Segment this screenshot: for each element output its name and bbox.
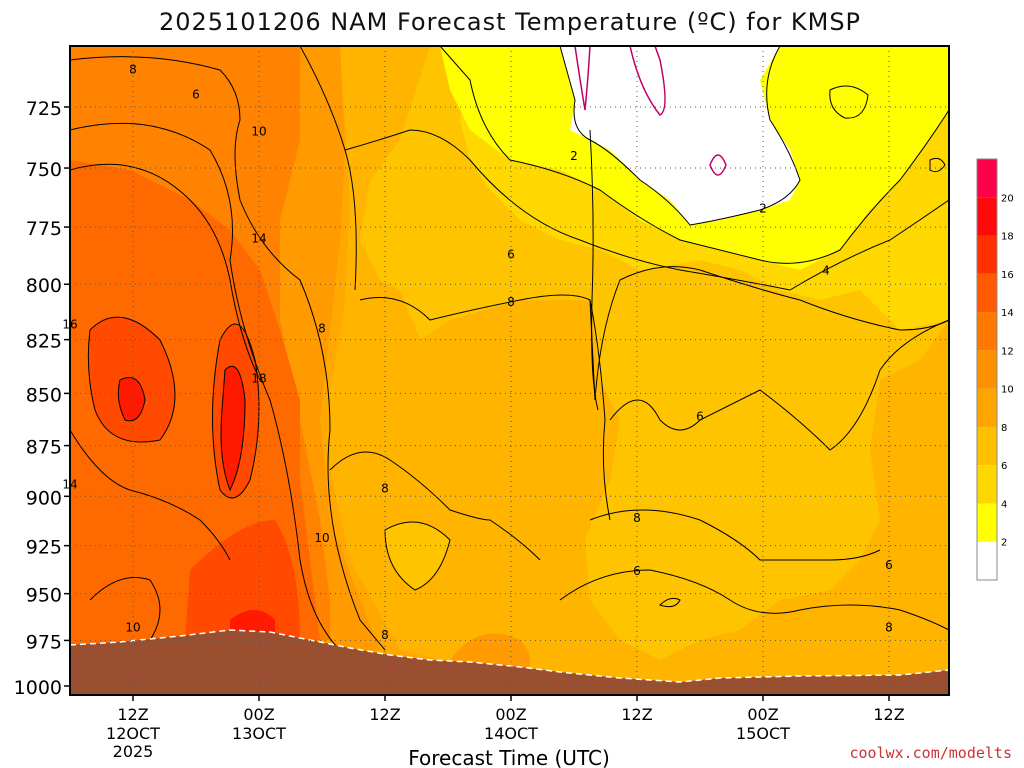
y-tick-label-0: 725 [26, 98, 62, 120]
colorbar-swatch-5 [977, 350, 997, 389]
colorbar-label-8: 18 [1001, 232, 1014, 243]
contour-label-19: 6 [633, 564, 641, 578]
colorbar-label-3: 8 [1001, 423, 1007, 434]
grid [70, 46, 949, 695]
x-tick-hour-1: 00Z [243, 705, 274, 724]
colorbar-swatch-2 [977, 465, 997, 504]
band-below-2 [560, 46, 800, 225]
credit-text: coolwx.com/modelts [849, 744, 1012, 762]
y-tick-label-9: 950 [26, 585, 62, 607]
colorbar-label-7: 16 [1001, 270, 1014, 281]
x-axis-title: Forecast Time (UTC) [408, 746, 610, 768]
colorbar-label-0: 2 [1001, 538, 1007, 549]
band-6-8-lower-right [590, 500, 720, 610]
contour-labels: 8 6 10 14 16 18 14 10 8 6 8 10 8 8 2 2 4 6 8 6 6 8 [62, 62, 892, 642]
band-6-8-lower-left [385, 522, 450, 590]
colorbar-swatch-10 [977, 159, 997, 198]
contour-label-15: 2 [759, 201, 767, 215]
x-tick-hour-0: 12Z [117, 705, 148, 724]
x-tick-date-0: 12OCT [106, 724, 160, 743]
y-tick-label-3: 800 [26, 275, 62, 297]
contour-label-8: 8 [318, 322, 326, 336]
contour-label-17: 6 [696, 410, 704, 424]
contour-label-20: 6 [885, 558, 893, 572]
colorbar-label-2: 6 [1001, 461, 1007, 472]
contour-lines [70, 46, 949, 651]
colorbar-swatch-1 [977, 503, 997, 542]
colorbar-swatch-7 [977, 273, 997, 313]
x-tick-date-1: 13OCT [232, 724, 286, 743]
terrain [70, 630, 949, 695]
colorbar-swatch-0 [977, 541, 997, 580]
contour-label-2: 10 [251, 125, 266, 139]
x-tick-hour-3: 00Z [495, 705, 526, 724]
contour-label-12: 8 [381, 481, 389, 495]
contour-label-16: 4 [822, 264, 830, 278]
x-tick-hour-2: 12Z [369, 705, 400, 724]
colorbar-label-5: 12 [1001, 346, 1014, 357]
contour-label-11: 10 [314, 531, 329, 545]
zero-contours [574, 46, 727, 176]
x-tick-hour-4: 12Z [621, 705, 652, 724]
y-axis: 725 750 775 800 825 850 875 900 925 950 975 1000 [14, 98, 70, 699]
contour-label-14: 2 [570, 149, 578, 163]
contour-label-6: 14 [62, 477, 77, 491]
colorbar-swatch-9 [977, 197, 997, 236]
plot-area [70, 46, 949, 695]
contour-label-7: 10 [125, 620, 140, 634]
contour-label-5: 18 [251, 372, 266, 386]
contour-label-3: 14 [251, 232, 266, 246]
y-tick-label-7: 900 [26, 487, 62, 509]
y-tick-label-5: 850 [26, 384, 62, 406]
x-tick-hour-5: 00Z [747, 705, 778, 724]
contour-label-1: 6 [192, 88, 200, 102]
colorbar-swatch-6 [977, 312, 997, 351]
contour-label-9: 6 [507, 248, 515, 262]
contour-label-21: 8 [885, 620, 893, 634]
colorbar-label-4: 10 [1001, 385, 1014, 396]
x-tick-hour-6: 12Z [873, 705, 904, 724]
colorbar-swatch-4 [977, 388, 997, 427]
plot-frame [69, 45, 950, 696]
y-tick-label-1: 750 [26, 159, 62, 181]
contour-label-10: 8 [507, 295, 515, 309]
contour-label-0: 8 [129, 62, 137, 76]
x-tick-date-5: 15OCT [736, 724, 790, 743]
colorbar-label-1: 4 [1001, 499, 1007, 510]
colorbar-swatch-3 [977, 426, 997, 466]
contour-label-4: 16 [62, 317, 77, 331]
x-tick-date-3: 14OCT [484, 724, 538, 743]
y-tick-label-8: 925 [26, 537, 62, 559]
y-tick-label-10: 975 [26, 631, 62, 653]
terrain-edge [70, 629, 949, 683]
colorbar: 2 4 6 8 10 12 14 16 18 20 [976, 158, 1014, 581]
colorbar-frame [976, 158, 998, 581]
chart-title: 2025101206 NAM Forecast Temperature (ºC)… [159, 8, 861, 36]
contour-label-13: 8 [381, 628, 389, 642]
colorbar-label-6: 14 [1001, 308, 1014, 319]
band-18-20-center [221, 366, 245, 490]
x-tick-year-0: 2025 [113, 742, 154, 761]
y-tick-label-6: 875 [26, 437, 62, 459]
y-tick-label-11: 1000 [14, 677, 62, 699]
contour-label-18: 8 [633, 511, 641, 525]
band-16-18-lower [185, 520, 300, 640]
band-18-20-left [118, 377, 145, 421]
y-tick-label-4: 825 [26, 331, 62, 353]
colorbar-label-9: 20 [1001, 193, 1014, 204]
colorbar-swatch-8 [977, 235, 997, 274]
y-tick-label-2: 775 [26, 218, 62, 240]
